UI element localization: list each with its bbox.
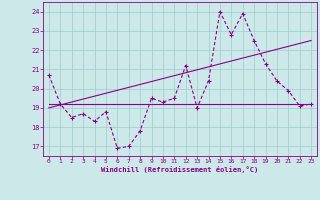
- X-axis label: Windchill (Refroidissement éolien,°C): Windchill (Refroidissement éolien,°C): [101, 166, 259, 173]
